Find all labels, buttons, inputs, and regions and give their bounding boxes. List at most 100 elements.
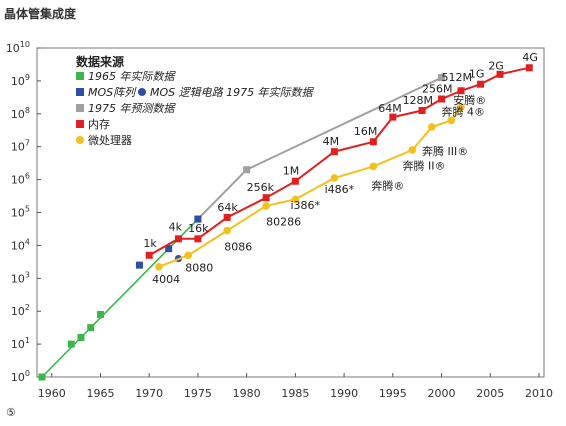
series-microprocessor-point xyxy=(155,262,163,271)
series-1975-forecast-point xyxy=(438,74,446,82)
data-label: 奔腾® xyxy=(371,178,404,192)
legend-marker xyxy=(138,88,146,96)
series-microprocessor-point xyxy=(330,174,339,182)
x-tick-label: 1985 xyxy=(281,387,309,400)
series-1965-point xyxy=(77,334,85,342)
legend-marker xyxy=(76,136,84,144)
plot-area xyxy=(36,47,545,378)
data-label: 128M xyxy=(403,94,434,107)
series-memory-point xyxy=(418,107,426,115)
legend-marker xyxy=(76,104,84,112)
series-mos-array-point xyxy=(135,261,143,269)
data-label: 2G xyxy=(488,59,504,72)
y-tick-label: 104 xyxy=(11,237,30,252)
data-label: 64k xyxy=(217,201,238,214)
series-microprocessor-point xyxy=(262,202,270,210)
legend-label: 1965 年实际数据 xyxy=(88,70,176,83)
series-memory-point xyxy=(291,177,299,185)
data-label: 64M xyxy=(378,102,402,115)
y-axis-title: 晶体管集成度 xyxy=(4,6,77,21)
data-label: 1k xyxy=(143,237,157,250)
legend-marker xyxy=(76,120,84,128)
x-tick-label: 1960 xyxy=(38,387,66,400)
data-label: 4004 xyxy=(152,273,180,286)
data-label: i486* xyxy=(325,183,355,196)
data-label: 256M xyxy=(422,82,453,95)
data-label: 4k xyxy=(169,221,183,234)
data-label: 1G xyxy=(469,68,485,81)
data-label: 1M xyxy=(283,165,300,178)
series-microprocessor-point xyxy=(184,251,192,260)
x-tick-label: 1995 xyxy=(379,387,407,400)
data-label: 256k xyxy=(247,181,275,194)
legend-label: 微处理器 xyxy=(88,133,132,147)
legend-marker xyxy=(76,88,84,96)
series-microprocessor-point xyxy=(428,123,436,131)
series-memory-point xyxy=(438,95,446,103)
series-memory-point xyxy=(389,113,397,121)
series-microprocessor-point xyxy=(447,116,456,125)
x-tick-label: 1965 xyxy=(86,387,114,400)
y-tick-label: 105 xyxy=(11,205,30,220)
data-label: 8080 xyxy=(185,262,213,275)
data-label: 80286 xyxy=(266,216,301,229)
data-label: 奔腾 4® xyxy=(442,104,486,118)
series-1965-point xyxy=(96,310,104,318)
legend-label: 内存 xyxy=(88,117,110,131)
data-label: 8086 xyxy=(224,240,252,253)
series-mos-array-point xyxy=(165,245,173,253)
series-1965-point xyxy=(38,373,46,381)
y-tick-label: 108 xyxy=(11,106,30,121)
footnote-marker: ⑤ xyxy=(6,406,16,419)
y-axis-ticks: 100 101 102 103 104 105 106 107 108 109 1010 xyxy=(6,40,41,384)
series-memory-point xyxy=(369,138,377,146)
data-label: 奔腾 III® xyxy=(422,144,468,158)
x-tick-label: 2005 xyxy=(476,387,504,400)
legend-label: MOS阵列 xyxy=(88,86,137,99)
data-label: 安腾® xyxy=(453,93,486,107)
series-layer xyxy=(38,64,533,381)
series-memory-point xyxy=(174,235,182,243)
x-axis-ticks: 1960 1965 1970 1975 1980 1985 1990 1995 2000 2005… xyxy=(38,373,553,400)
series-memory-point xyxy=(477,80,485,88)
data-label: i386* xyxy=(291,199,321,212)
y-tick-label: 109 xyxy=(11,73,30,88)
data-label: 奔腾 II® xyxy=(403,159,446,173)
x-tick-label: 2000 xyxy=(428,387,456,400)
series-1965-point xyxy=(67,340,75,348)
data-label: 16M xyxy=(354,125,378,138)
series-memory-point xyxy=(330,148,338,156)
legend-marker xyxy=(76,72,84,80)
y-tick-label: 102 xyxy=(11,303,30,318)
series-memory-point xyxy=(525,64,533,72)
series-1965-point xyxy=(87,324,95,332)
x-tick-label: 1970 xyxy=(135,387,163,400)
y-tick-label: 1010 xyxy=(6,40,30,55)
x-tick-label: 1975 xyxy=(184,387,212,400)
x-tick-label: 2010 xyxy=(525,387,553,400)
legend: 数据来源 1965 年实际数据 MOS阵列 MOS 逻辑电路 1975 年实际数据 1… xyxy=(76,54,315,147)
series-microprocessor-point xyxy=(291,195,300,204)
y-tick-label: 107 xyxy=(11,139,30,154)
series-microprocessor-point xyxy=(369,162,378,171)
y-tick-label: 101 xyxy=(11,336,30,351)
series-memory-point xyxy=(223,213,231,221)
x-tick-label: 1980 xyxy=(233,387,261,400)
data-label: 512M xyxy=(442,71,473,84)
y-tick-label: 103 xyxy=(11,270,30,285)
x-tick-label: 1990 xyxy=(330,387,358,400)
series-microprocessor-point xyxy=(223,226,231,235)
series-memory-point xyxy=(496,70,504,78)
series-memory-point xyxy=(194,235,202,243)
series-1975-forecast-point xyxy=(243,166,251,174)
legend-label: MOS 逻辑电路 1975 年实际数据 xyxy=(150,86,315,99)
series-microprocessor-point xyxy=(457,103,465,112)
series-memory-point xyxy=(262,194,270,202)
data-label: 16k xyxy=(188,222,209,235)
annotation-layer: 1k 4k 16k 64k 256k 1M 4M 16M64M128M256M512M1G2G… xyxy=(143,51,538,286)
series-memory-point xyxy=(457,87,465,95)
data-label: 4M xyxy=(323,135,340,148)
series-memory-point xyxy=(145,251,153,259)
data-label: 4G xyxy=(522,51,538,64)
